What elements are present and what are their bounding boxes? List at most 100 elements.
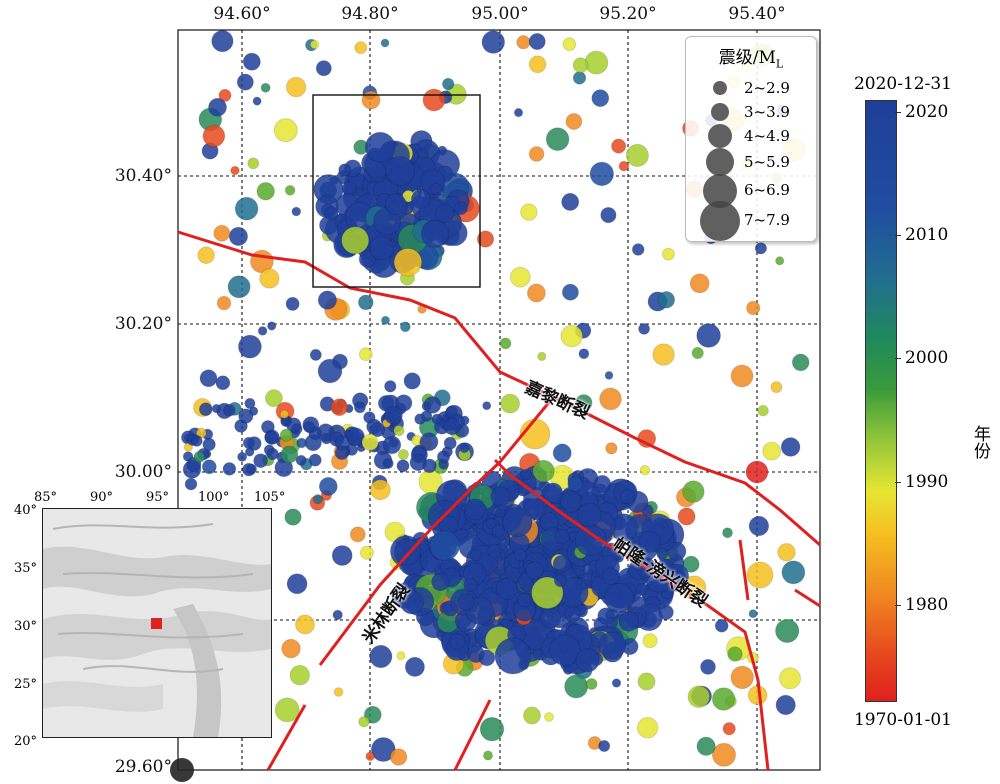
event-marker (331, 545, 353, 566)
event-marker (652, 343, 675, 366)
event-marker (604, 370, 614, 380)
event-marker (549, 634, 581, 666)
event-marker (730, 665, 755, 690)
event-marker (487, 543, 502, 559)
event-marker (409, 453, 427, 472)
event-marker (479, 716, 505, 742)
event-marker (330, 398, 349, 417)
event-marker (253, 453, 269, 469)
event-marker (748, 515, 770, 537)
event-marker (778, 667, 802, 690)
event-marker (213, 224, 231, 242)
fault-segment-e4 (794, 588, 821, 608)
event-marker (561, 192, 580, 211)
faults (177, 230, 821, 771)
legend-label: 5~5.9 (744, 153, 790, 171)
event-marker (638, 322, 651, 335)
event-marker (525, 561, 544, 580)
event-marker (482, 401, 492, 411)
event-marker (237, 451, 248, 462)
inset-relief (43, 509, 271, 737)
inset-location-map (42, 508, 272, 738)
event-marker (696, 736, 716, 756)
event-marker (714, 618, 729, 633)
event-marker (363, 411, 376, 424)
event-marker (560, 324, 584, 348)
event-marker (687, 685, 711, 709)
event-marker (611, 138, 627, 154)
event-marker (611, 678, 622, 688)
event-marker (636, 716, 659, 739)
event-marker (677, 507, 696, 526)
event-marker (585, 678, 598, 690)
event-marker (478, 649, 496, 667)
event-marker (266, 447, 279, 461)
event-marker (575, 648, 600, 673)
colorbar-tick (895, 112, 901, 113)
top-tick-label: 94.60° (213, 4, 271, 24)
event-marker (562, 37, 577, 52)
event-marker (561, 283, 580, 301)
event-marker (227, 275, 251, 299)
event-marker (491, 524, 505, 538)
event-marker (279, 428, 293, 442)
event-marker (775, 694, 796, 716)
event-marker (457, 593, 475, 611)
event-marker (459, 442, 470, 454)
event-marker (526, 283, 546, 303)
event-marker (689, 273, 710, 294)
colorbar-title: 年份 (970, 425, 990, 459)
event-marker (324, 206, 339, 221)
colorbar-top-label: 2020-12-31 (853, 74, 952, 94)
event-marker (211, 29, 234, 53)
event-marker (397, 448, 409, 461)
event-marker (445, 405, 458, 418)
event-marker (252, 96, 262, 106)
event-marker (280, 445, 299, 464)
event-marker (394, 394, 413, 412)
event-marker (757, 404, 769, 417)
event-marker (656, 547, 669, 560)
event-marker (618, 160, 630, 172)
event-marker (393, 247, 423, 277)
year-colorbar (865, 100, 897, 702)
event-marker (208, 97, 227, 117)
event-marker (691, 346, 704, 360)
event-marker (383, 405, 403, 425)
top-tick-label: 94.80° (341, 4, 399, 24)
milin-fault (318, 394, 557, 666)
event-marker (598, 631, 627, 660)
event-marker (245, 463, 258, 475)
parlung-fault (493, 458, 770, 771)
colorbar-tick-label: 2020 (905, 102, 949, 122)
event-marker (770, 381, 783, 394)
event-marker (284, 184, 296, 196)
event-marker (722, 722, 736, 736)
event-marker (357, 294, 374, 311)
event-marker (600, 206, 617, 224)
event-marker (591, 89, 610, 108)
event-marker (365, 751, 376, 762)
colorbar-tick-label: 2000 (905, 348, 949, 368)
event-marker (318, 476, 338, 496)
event-marker (242, 436, 255, 449)
event-marker (218, 88, 232, 103)
event-marker (237, 334, 262, 359)
event-marker (545, 127, 570, 152)
left-tick-label: 30.40° (114, 166, 172, 186)
event-marker (315, 60, 332, 77)
event-marker (481, 30, 506, 54)
event-marker (363, 705, 382, 724)
event-marker (286, 417, 302, 433)
legend-label: 3~3.9 (744, 103, 790, 121)
fault-segment-e3 (738, 539, 750, 601)
event-marker (619, 489, 635, 505)
event-marker (228, 226, 249, 247)
event-marker (746, 561, 774, 589)
event-marker (354, 41, 368, 55)
legend-item: 2~2.9 (686, 77, 816, 99)
event-marker (364, 131, 396, 163)
event-marker (565, 113, 583, 130)
event-marker (516, 35, 531, 50)
